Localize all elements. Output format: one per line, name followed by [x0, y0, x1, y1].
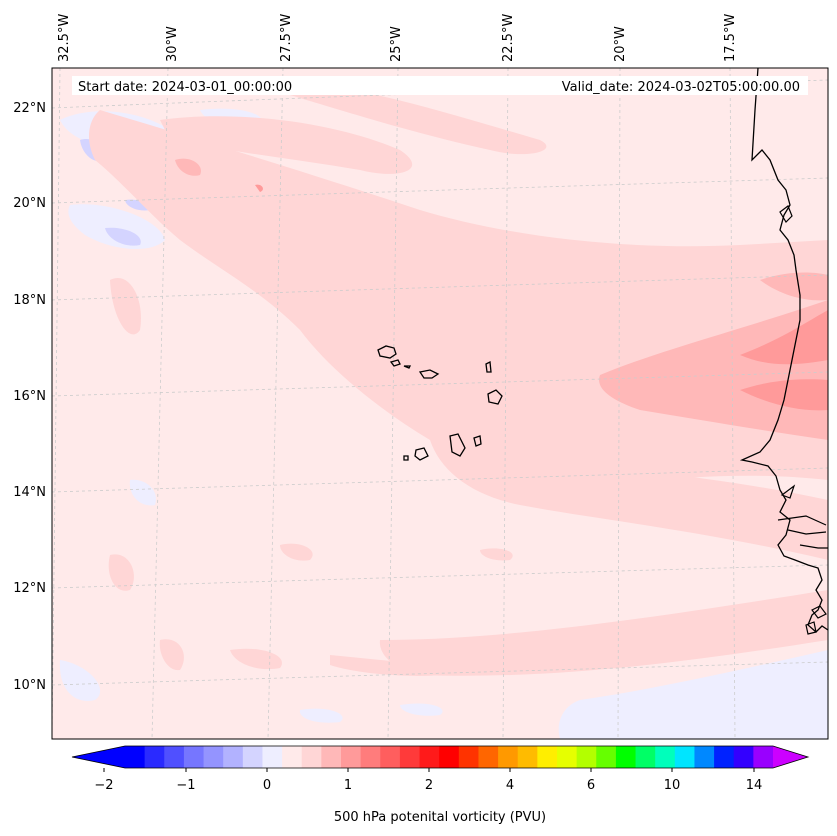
map-frame	[51, 67, 829, 740]
coast-details	[777, 205, 828, 635]
colorbar-segment	[733, 746, 754, 768]
colorbar-title: 500 hPa potenital vorticity (PVU)	[334, 810, 546, 825]
island-santo-antao	[377, 345, 397, 359]
lon-label: 22.5°W	[501, 14, 516, 62]
colorbar-tick-label: 10	[664, 778, 681, 793]
lat-label: 20°N	[13, 196, 46, 211]
lat-label: 18°N	[13, 293, 46, 308]
colorbar-segment	[714, 746, 735, 768]
colorbar-segment	[164, 746, 185, 768]
pv-plume-mid	[175, 158, 828, 440]
valid-date-label: Valid_date: 2024-03-02T05:00:00.00	[562, 80, 800, 95]
colorbar-segment	[458, 746, 479, 768]
lat-label: 12°N	[13, 581, 46, 596]
lon-label: 25°W	[389, 26, 404, 62]
colorbar-segment	[262, 746, 283, 768]
island-boa-vista	[487, 389, 503, 405]
colorbar-tick-label: 14	[746, 778, 763, 793]
colorbar-segment	[183, 746, 205, 768]
lat-label: 14°N	[13, 485, 46, 500]
colorbar-segment	[282, 746, 303, 768]
colorbar-segment	[537, 746, 558, 768]
colorbar-segment	[753, 746, 774, 768]
lat-label: 10°N	[13, 678, 46, 693]
colorbar-tick-label: −2	[94, 778, 113, 793]
colorbar-tick-label: −1	[176, 778, 195, 793]
graticule	[52, 68, 828, 739]
island-brava	[403, 455, 409, 461]
latitude-labels: 22°N 20°N 18°N 16°N 14°N 12°N 10°N	[13, 101, 46, 693]
colorbar-segment	[557, 746, 578, 768]
colorbar-over-arrow	[773, 746, 808, 768]
island-fogo	[414, 447, 429, 461]
colorbar-outline	[71, 745, 810, 769]
colorbar-segment	[341, 746, 362, 768]
lat-label: 16°N	[13, 389, 46, 404]
colorbar-tick-label: 4	[506, 778, 514, 793]
lon-label: 27.5°W	[279, 14, 294, 62]
colorbar-ticks	[103, 768, 755, 772]
colorbar-segment	[301, 746, 322, 768]
colorbar-segment	[615, 746, 637, 768]
colorbar-tick-label: 6	[587, 778, 595, 793]
colorbar-segment	[380, 746, 401, 768]
colorbar: −2 −1 0 1 2 4 6 10 14 500 hPa potenital …	[71, 745, 810, 825]
colorbar-segment	[635, 746, 656, 768]
colorbar-tick-label: 2	[425, 778, 433, 793]
island-santa-luzia	[403, 365, 412, 369]
date-banner	[72, 76, 808, 95]
colorbar-segment	[399, 746, 421, 768]
colorbar-segment	[419, 746, 440, 768]
lat-label: 22°N	[13, 101, 46, 116]
lon-label: 30°W	[165, 26, 180, 62]
colorbar-segment	[478, 746, 499, 768]
colorbar-segment	[125, 746, 146, 768]
island-maio	[473, 435, 482, 447]
island-sao-vicente	[389, 359, 401, 367]
cape-verde-islands	[377, 345, 503, 461]
colorbar-segment	[203, 746, 224, 768]
island-sal	[485, 360, 492, 373]
colorbar-segment	[242, 746, 263, 768]
colorbar-segment	[694, 746, 715, 768]
colorbar-segment	[655, 746, 676, 768]
colorbar-segment	[498, 746, 519, 768]
lon-label: 32.5°W	[57, 14, 72, 62]
west-africa-coastline	[739, 68, 828, 633]
colorbar-segment	[223, 746, 244, 768]
colorbar-segment	[360, 746, 381, 768]
colorbar-segment	[517, 746, 538, 768]
colorbar-tick-label: 0	[263, 778, 271, 793]
island-sao-nicolau	[418, 369, 440, 379]
lon-label: 17.5°W	[723, 14, 738, 62]
lon-label: 20°W	[613, 26, 628, 62]
colorbar-segment	[596, 746, 617, 768]
start-date-label: Start date: 2024-03-01_00:00:00	[78, 80, 292, 95]
island-santiago	[449, 433, 466, 457]
colorbar-segments	[125, 746, 774, 768]
colorbar-segment	[321, 746, 342, 768]
colorbar-tick-label: 1	[344, 778, 352, 793]
colorbar-segment	[144, 746, 165, 768]
colorbar-segment	[439, 746, 460, 768]
map-plot-area	[52, 68, 828, 739]
colorbar-segment	[576, 746, 597, 768]
colorbar-under-arrow	[72, 746, 125, 768]
colorbar-segment	[674, 746, 695, 768]
longitude-labels: 32.5°W 30°W 27.5°W 25°W 22.5°W 20°W 17.5…	[57, 14, 738, 62]
